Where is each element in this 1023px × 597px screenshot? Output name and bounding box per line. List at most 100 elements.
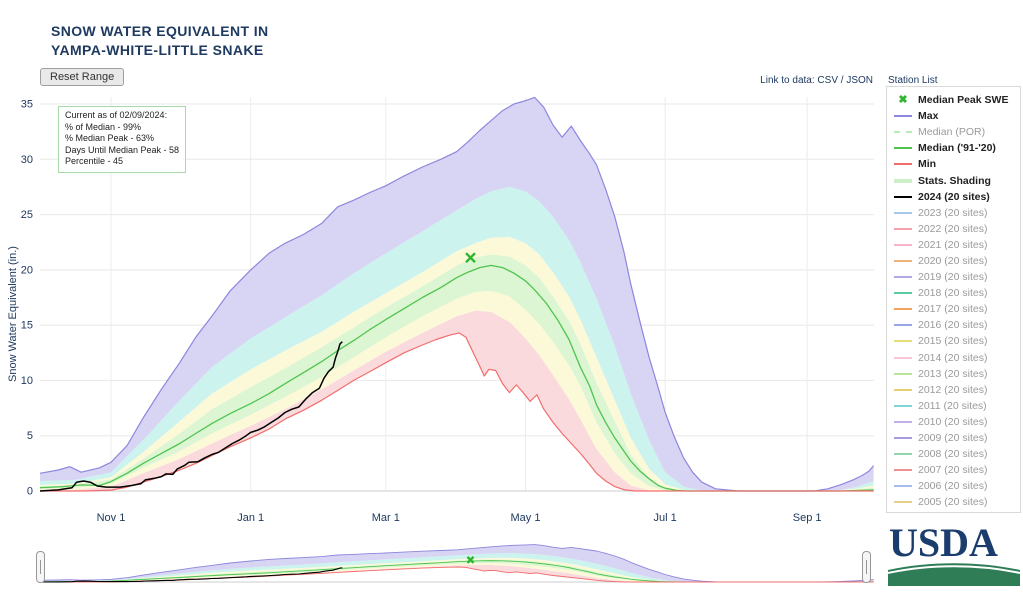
legend-item-2022-20-sites[interactable]: 2022 (20 sites): [893, 221, 1020, 237]
tooltip-line: % of Median - 99%: [65, 121, 142, 132]
legend-item-2010-20-sites[interactable]: 2010 (20 sites): [893, 414, 1020, 430]
y-tick-label: 10: [21, 375, 33, 387]
series-line-icon: [894, 211, 912, 214]
band-p90-to-max: [40, 97, 874, 492]
series-line-icon: [894, 437, 912, 440]
series-line-icon: [893, 195, 913, 198]
legend-item-2015-20-sites[interactable]: 2015 (20 sites): [893, 333, 1020, 349]
legend-item-2021-20-sites[interactable]: 2021 (20 sites): [893, 237, 1020, 253]
x-tick-label: Sep 1: [793, 512, 822, 524]
y-tick-label: 5: [27, 430, 33, 442]
series-line-icon: [893, 243, 913, 246]
legend-item-label: 2024 (20 sites): [918, 190, 990, 203]
page-title-line2: YAMPA-WHITE-LITTLE SNAKE: [51, 42, 264, 58]
x-marker-icon: ✖: [898, 94, 908, 107]
legend-item-2020-20-sites[interactable]: 2020 (20 sites): [893, 253, 1020, 269]
legend-item-median-por[interactable]: Median (POR): [893, 124, 1020, 140]
tooltip-line: Current as of 02/09/2024:: [65, 110, 168, 120]
x-tick-label: May 1: [510, 512, 540, 524]
series-line-icon: [893, 211, 913, 214]
main-chart[interactable]: 0 5 10 15 20 25 30 35 Nov 1 Jan 1 Mar 1 May 1 Jul 1 S…: [0, 85, 886, 530]
legend-item-2008-20-sites[interactable]: 2008 (20 sites): [893, 446, 1020, 462]
legend-item-median-91-20[interactable]: Median ('91-'20): [893, 140, 1020, 156]
legend-item-2009-20-sites[interactable]: 2009 (20 sites): [893, 430, 1020, 446]
legend-item-2023-20-sites[interactable]: 2023 (20 sites): [893, 205, 1020, 221]
series-line-icon: [894, 163, 912, 166]
series-line-icon: [894, 147, 912, 150]
series-line-icon: [893, 227, 913, 230]
series-line-icon: [893, 356, 913, 359]
x-tick-label: Nov 1: [97, 512, 126, 524]
y-tick-label: 30: [21, 154, 33, 166]
legend-item-2017-20-sites[interactable]: 2017 (20 sites): [893, 301, 1020, 317]
range-navigator[interactable]: [0, 528, 886, 592]
series-line-icon: [894, 469, 912, 472]
legend-item-2019-20-sites[interactable]: 2019 (20 sites): [893, 269, 1020, 285]
series-line-icon: [894, 195, 912, 198]
series-line-icon: [894, 259, 912, 262]
reset-range-button[interactable]: Reset Range: [40, 68, 125, 86]
series-line-icon: [894, 115, 912, 118]
series-2024-20-sites: [39, 341, 343, 492]
station-list-label: Station List: [888, 75, 938, 86]
series-line-icon: [893, 292, 913, 295]
series-line-icon: [893, 178, 913, 183]
legend-item-label: 2005 (20 sites): [918, 496, 988, 509]
series-line-icon: [893, 420, 913, 423]
series-line-icon: [893, 388, 913, 391]
legend-item-label: Median Peak SWE: [918, 94, 1009, 107]
series-line-icon: [894, 404, 912, 407]
series-line-icon: [893, 115, 913, 118]
series-line-icon: [894, 453, 912, 456]
series-line-icon: [894, 243, 912, 246]
series-median-91-20: [39, 560, 874, 583]
series-line-icon: [893, 276, 913, 279]
legend-item-2005-20-sites[interactable]: 2005 (20 sites): [893, 494, 1020, 510]
legend-item-2006-20-sites[interactable]: 2006 (20 sites): [893, 478, 1020, 494]
y-tick-label: 25: [21, 209, 33, 221]
series-line-icon: [894, 485, 912, 488]
json-link[interactable]: JSON: [846, 75, 873, 86]
legend-item-2018-20-sites[interactable]: 2018 (20 sites): [893, 285, 1020, 301]
series-line-icon: [894, 227, 912, 230]
legend-item-label: 2022 (20 sites): [918, 222, 988, 235]
legend-item-2013-20-sites[interactable]: 2013 (20 sites): [893, 366, 1020, 382]
link-to-data: Link to data: CSV / JSON: [760, 75, 873, 86]
legend-item-max[interactable]: Max: [893, 108, 1020, 124]
legend-item-stats-shading[interactable]: Stats. Shading: [893, 172, 1020, 188]
legend-item-2016-20-sites[interactable]: 2016 (20 sites): [893, 317, 1020, 333]
navigator-handle-left[interactable]: [36, 551, 45, 583]
series-max: [39, 544, 874, 583]
legend-item-label: 2015 (20 sites): [918, 335, 988, 348]
legend-box: ✖ Median Peak SWE Max Median (POR) Median ('…: [886, 86, 1021, 513]
tooltip-line: Percentile - 45: [65, 156, 124, 166]
legend-item-label: 2011 (20 sites): [918, 399, 987, 412]
current-stats-tooltip: Current as of 02/09/2024:% of Median - 9…: [58, 106, 187, 173]
legend-item-2024-20-sites[interactable]: 2024 (20 sites): [893, 189, 1020, 205]
legend-item-2014-20-sites[interactable]: 2014 (20 sites): [893, 350, 1020, 366]
legend-item-min[interactable]: Min: [893, 156, 1020, 172]
series-line-icon: [893, 437, 913, 440]
band-p35-to-p65: [40, 254, 874, 491]
legend-item-label: 2016 (20 sites): [918, 319, 988, 332]
legend-item-label: 2018 (20 sites): [918, 287, 988, 300]
legend-item-2011-20-sites[interactable]: 2011 (20 sites): [893, 398, 1020, 414]
legend-item-2007-20-sites[interactable]: 2007 (20 sites): [893, 462, 1020, 478]
handle-grip-icon: [866, 560, 867, 574]
navigator-handle-right[interactable]: [862, 551, 871, 583]
legend-item-2012-20-sites[interactable]: 2012 (20 sites): [893, 382, 1020, 398]
series-min: [40, 332, 874, 492]
legend-item-label: 2023 (20 sites): [918, 206, 988, 219]
legend-item-label: Stats. Shading: [918, 174, 991, 187]
series-line-icon: [894, 276, 912, 279]
legend-item-label: 2008 (20 sites): [918, 448, 988, 461]
x-tick-label: Mar 1: [372, 512, 400, 524]
band-p75-to-p90: [40, 186, 874, 491]
legend-item-label: 2021 (20 sites): [918, 238, 988, 251]
csv-link[interactable]: CSV: [817, 75, 838, 86]
series-line-icon: [894, 501, 912, 504]
series-line-icon: [893, 372, 913, 375]
series-median-91-20: [39, 264, 874, 492]
legend-item-median-peak-swe[interactable]: ✖ Median Peak SWE: [893, 92, 1020, 108]
